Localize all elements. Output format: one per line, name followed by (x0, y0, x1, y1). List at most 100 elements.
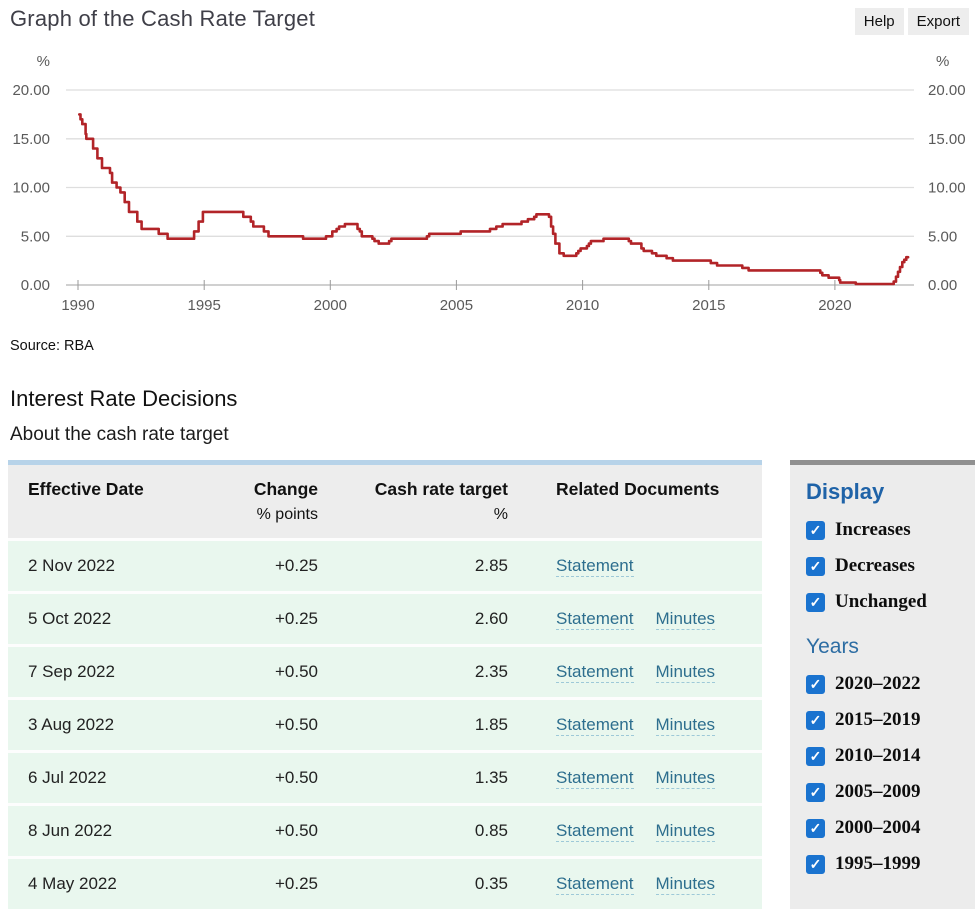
filter-label: 2015–2019 (835, 709, 921, 731)
filter-label: 2020–2022 (835, 673, 921, 695)
chart-toolbar: Help Export (855, 8, 969, 35)
display-heading: Display (806, 479, 967, 505)
filter-2000-2004[interactable]: ✓2000–2004 (806, 817, 967, 839)
right-axis-unit: % (936, 53, 949, 70)
effective-date-cell: 5 Oct 2022 (8, 593, 238, 646)
filter-2020-2022[interactable]: ✓ 2020–2022 (806, 673, 967, 695)
checkbox-checked-icon[interactable]: ✓ (806, 819, 825, 838)
cash-rate-cell: 2.60 (318, 593, 508, 646)
col-sublabel: % points (238, 506, 318, 526)
minutes-link[interactable]: Minutes (656, 821, 716, 842)
decisions-table: Effective Date Change % points Cash rate… (8, 460, 762, 909)
y-tick-label-right: 10.00 (928, 180, 966, 197)
decisions-table-header: Effective Date Change % points Cash rate… (8, 463, 762, 540)
effective-date-cell: 8 Jun 2022 (8, 805, 238, 858)
change-cell: +0.50 (238, 805, 318, 858)
cash-rate-cell: 0.85 (318, 805, 508, 858)
x-tick-label: 1990 (61, 297, 94, 314)
help-button[interactable]: Help (855, 8, 904, 35)
cash-rate-cell: 2.85 (318, 540, 508, 593)
filter-unchanged[interactable]: ✓ Unchanged (806, 591, 967, 613)
minutes-link[interactable]: Minutes (656, 609, 716, 630)
filter-increases[interactable]: ✓ Increases (806, 519, 967, 541)
minutes-link[interactable]: Minutes (656, 662, 716, 683)
page-header: Graph of the Cash Rate Target Help Expor… (0, 0, 975, 40)
export-button[interactable]: Export (908, 8, 969, 35)
col-label: Effective Date (28, 479, 144, 499)
col-cash-rate-target: Cash rate target % (318, 463, 508, 540)
related-documents-cell: Statement Minutes (508, 805, 762, 858)
col-sublabel (556, 506, 762, 526)
x-tick-label: 2015 (692, 297, 725, 314)
effective-date-cell: 3 Aug 2022 (8, 699, 238, 752)
change-cell: +0.25 (238, 858, 318, 909)
x-tick-label: 1995 (188, 297, 221, 314)
statement-link[interactable]: Statement (556, 662, 634, 683)
filter-2010-2014[interactable]: ✓2010–2014 (806, 745, 967, 767)
y-tick-label-right: 5.00 (928, 228, 957, 245)
y-tick-label-left: 0.00 (21, 277, 50, 294)
col-label: Change (254, 479, 318, 499)
checkbox-checked-icon[interactable]: ✓ (806, 711, 825, 730)
change-cell: +0.25 (238, 540, 318, 593)
cash-rate-line (79, 114, 908, 284)
x-tick-label: 2000 (314, 297, 347, 314)
decisions-heading: Interest Rate Decisions (0, 354, 975, 412)
filter-label: Increases (835, 519, 911, 541)
x-tick-label: 2010 (566, 297, 599, 314)
checkbox-checked-icon[interactable]: ✓ (806, 783, 825, 802)
filter-1995-1999[interactable]: ✓ 1995–1999 (806, 853, 967, 875)
filter-label: Unchanged (835, 591, 927, 613)
cash-rate-cell: 0.35 (318, 858, 508, 909)
checkbox-checked-icon[interactable]: ✓ (806, 521, 825, 540)
col-sublabel (28, 506, 238, 526)
filter-2015-2019[interactable]: ✓ 2015–2019 (806, 709, 967, 731)
statement-link[interactable]: Statement (556, 609, 634, 630)
effective-date-cell: 7 Sep 2022 (8, 646, 238, 699)
minutes-link[interactable]: Minutes (656, 715, 716, 736)
related-documents-cell: Statement Minutes (508, 646, 762, 699)
change-cell: +0.50 (238, 699, 318, 752)
statement-link[interactable]: Statement (556, 768, 634, 789)
cash-rate-cell: 1.35 (318, 752, 508, 805)
filter-panel: Display ✓ Increases ✓ Decreases ✓ Unchanged Y… (790, 460, 975, 909)
col-sublabel: % (318, 506, 508, 526)
checkbox-checked-icon[interactable]: ✓ (806, 855, 825, 874)
col-change: Change % points (238, 463, 318, 540)
checkbox-checked-icon[interactable]: ✓ (806, 593, 825, 612)
checkbox-checked-icon[interactable]: ✓ (806, 747, 825, 766)
filter-label: 2005–2009 (835, 781, 921, 803)
display-options: ✓ Increases ✓ Decreases ✓ Unchanged (806, 519, 967, 613)
minutes-link[interactable]: Minutes (656, 768, 716, 789)
filter-2005-2009[interactable]: ✓ 2005–2009 (806, 781, 967, 803)
x-tick-label: 2020 (818, 297, 851, 314)
filter-decreases[interactable]: ✓ Decreases (806, 555, 967, 577)
statement-link[interactable]: Statement (556, 715, 634, 736)
chart-source: Source: RBA (0, 324, 975, 354)
filter-label: Decreases (835, 555, 915, 577)
statement-link[interactable]: Statement (556, 556, 634, 577)
change-cell: +0.50 (238, 752, 318, 805)
cash-rate-cell: 2.35 (318, 646, 508, 699)
decisions-subheading: About the cash rate target (0, 412, 975, 446)
statement-link[interactable]: Statement (556, 821, 634, 842)
checkbox-checked-icon[interactable]: ✓ (806, 675, 825, 694)
minutes-link[interactable]: Minutes (656, 874, 716, 895)
checkbox-checked-icon[interactable]: ✓ (806, 557, 825, 576)
col-label: Cash rate target (375, 479, 508, 499)
filter-label: 1995–1999 (835, 853, 921, 875)
effective-date-cell: 6 Jul 2022 (8, 752, 238, 805)
related-documents-cell: Statement Minutes (508, 699, 762, 752)
cash-rate-cell: 1.85 (318, 699, 508, 752)
related-documents-cell: Statement Minutes (508, 752, 762, 805)
years-heading: Years (806, 635, 967, 659)
statement-link[interactable]: Statement (556, 874, 634, 895)
related-documents-cell: Statement Minutes (508, 858, 762, 909)
y-tick-label-left: 5.00 (21, 228, 50, 245)
